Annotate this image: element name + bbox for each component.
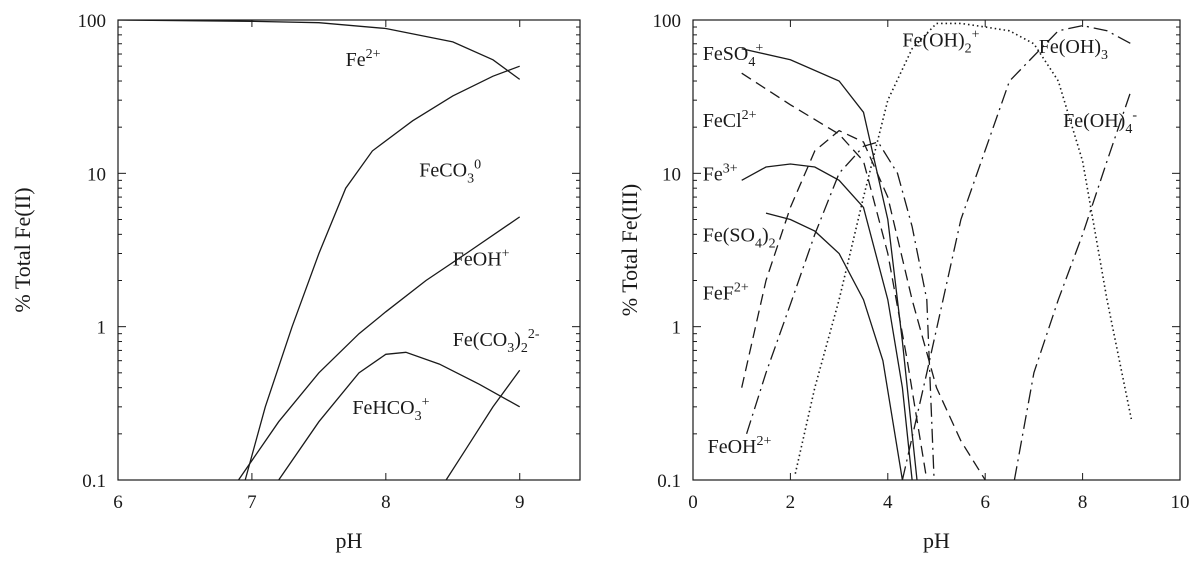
species-label-fe-co322: Fe(CO3)22- [453,327,540,356]
x-tick-label: 6 [980,492,990,513]
species-label-fef2: FeF2+ [703,281,749,305]
series-line-feoh2 [745,141,935,480]
series-line-fe-oh-3 [901,24,1132,480]
y-tick-label: 10 [87,164,106,185]
series-line-fe-so4-2 [765,212,904,480]
x-axis-title: pH [336,528,363,553]
species-label-fe-oh-2: Fe(OH)2+ [902,28,979,57]
x-tick-label: 7 [247,492,257,513]
y-tick-label: 0.1 [82,471,106,492]
x-tick-label: 6 [113,492,123,513]
species-label-fe-oh-3: Fe(OH)3 [1039,36,1108,63]
y-tick-label: 1 [97,318,107,339]
x-tick-label: 9 [515,492,525,513]
series-line-fehco3 [278,351,521,480]
series-line-fef2 [741,129,986,480]
series-line-fe-oh-4 [1013,89,1132,480]
species-label-feoh: FeOH+ [453,247,510,271]
species-label-fe-oh-4: Fe(OH)4- [1063,108,1137,137]
species-label-fe2: Fe2+ [346,47,381,71]
series-line-feso4 [741,48,918,480]
series-line-fe-oh-2 [794,22,1133,474]
series-line-feoh [237,216,521,480]
x-tick-label: 0 [688,492,698,513]
chart-fe2-speciation: 6 7 8 9 0.1 1 10 100 pH % Total Fe(II) Fe2+ FeCO30 F… [10,11,581,553]
series-line-fecl2 [741,72,928,480]
y-tick-label: 100 [78,11,107,32]
series-line-feco3-0 [244,65,520,480]
x-axis-title: pH [923,528,950,553]
series-line-fe-co3-2-2 [445,369,521,480]
y-tick-label: 100 [653,11,682,32]
species-label-feso4: FeSO4+ [703,41,764,70]
series-line-fe3 [741,163,913,480]
y-axis-title: % Total Fe(II) [10,187,35,312]
species-label-fecl2: FeCl2+ [703,108,757,132]
x-tick-label: 8 [381,492,391,513]
y-tick-label: 0.1 [657,471,681,492]
species-label-feoh2: FeOH2+ [708,434,772,458]
y-tick-label: 10 [662,164,681,185]
species-label-fehco3: FeHCO3+ [352,395,429,424]
series-line-fe2 [118,20,521,80]
species-label-fe3: Fe3+ [703,161,738,185]
x-tick-label: 10 [1171,492,1190,513]
y-tick-label: 1 [672,318,682,339]
species-label-fe-so42: Fe(SO4)2 [703,224,776,251]
chart-fe3-speciation: 0 2 4 6 8 10 0.1 1 10 100 pH % Total Fe(III) FeSO4+ F… [617,11,1190,553]
species-label-feco30: FeCO30 [419,158,481,187]
x-tick-label: 4 [883,492,893,513]
plot-frame [117,19,581,481]
y-axis-title: % Total Fe(III) [617,184,642,316]
x-tick-label: 2 [786,492,796,513]
plot-frame [692,19,1181,481]
x-tick-label: 8 [1078,492,1088,513]
